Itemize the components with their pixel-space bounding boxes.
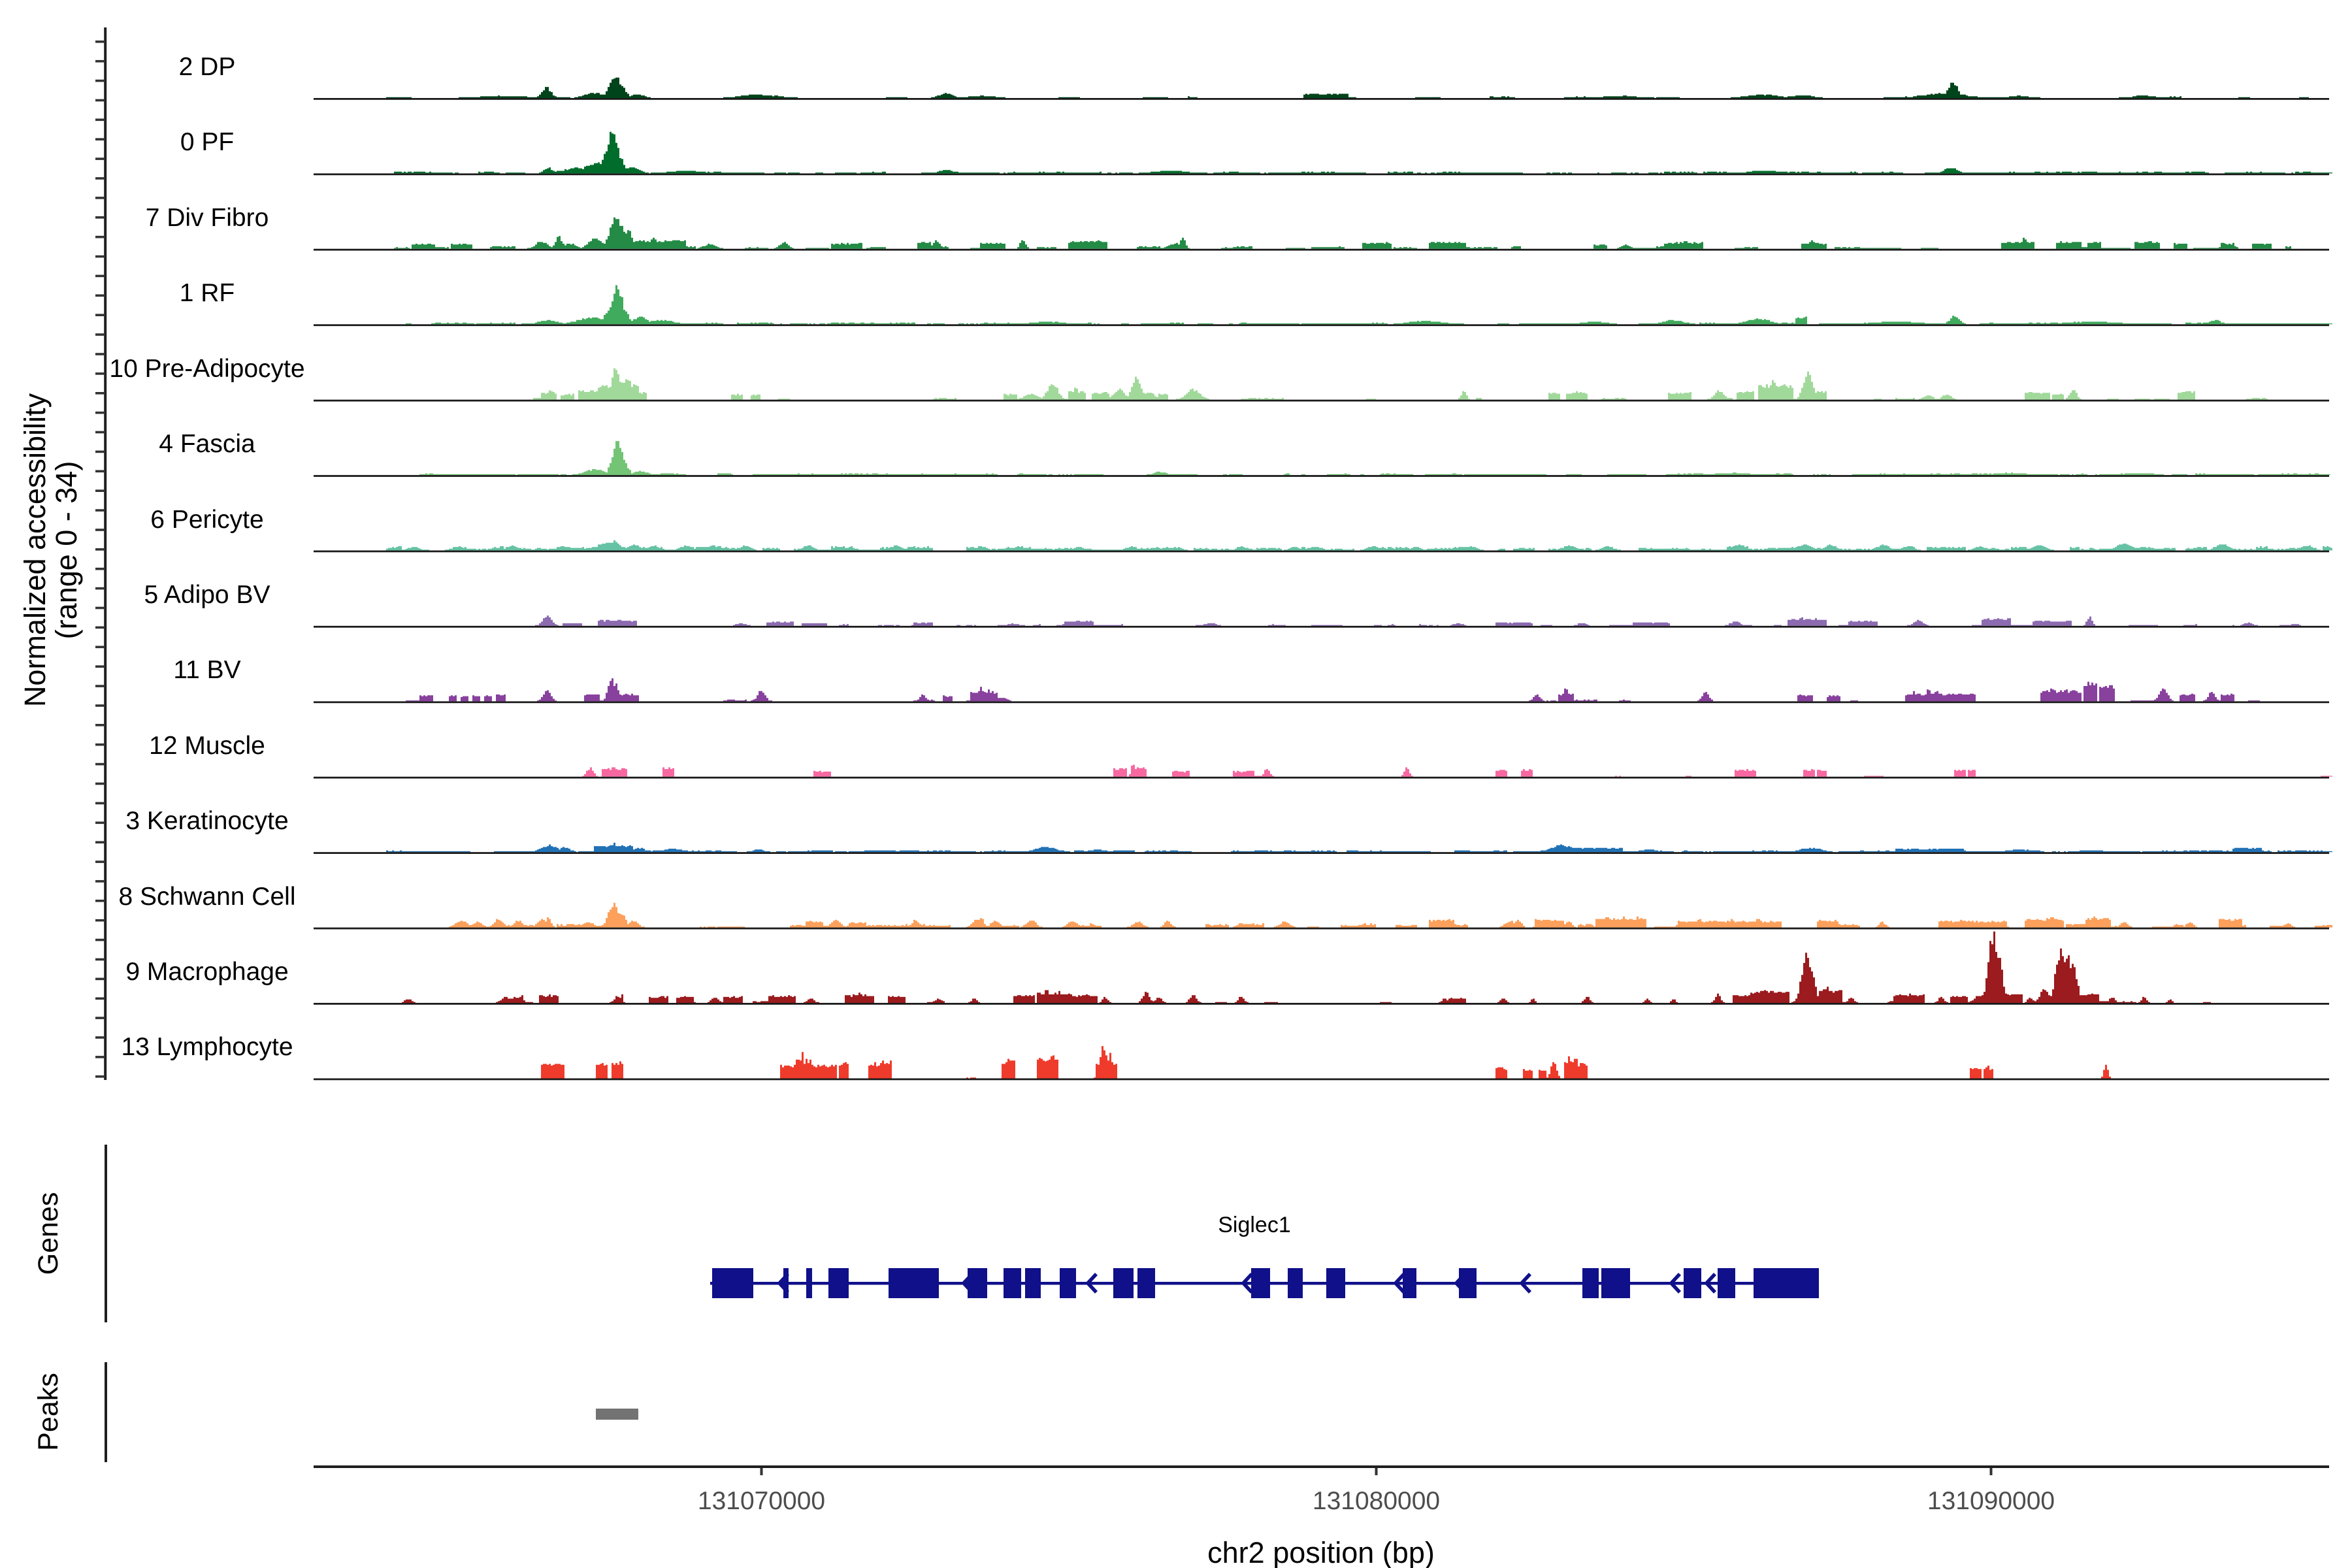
svg-text:9 Macrophage: 9 Macrophage xyxy=(125,958,288,986)
svg-text:13 Lymphocyte: 13 Lymphocyte xyxy=(121,1033,293,1061)
svg-text:6 Pericyte: 6 Pericyte xyxy=(150,506,263,534)
svg-text:Genes: Genes xyxy=(33,1192,64,1275)
svg-text:3 Keratinocyte: 3 Keratinocyte xyxy=(125,807,288,835)
svg-text:131090000: 131090000 xyxy=(1927,1487,2055,1515)
svg-text:Peaks: Peaks xyxy=(33,1373,64,1451)
svg-text:1 RF: 1 RF xyxy=(180,279,235,307)
svg-text:0 PF: 0 PF xyxy=(180,128,234,156)
svg-text:4 Fascia: 4 Fascia xyxy=(159,430,255,458)
svg-text:2 DP: 2 DP xyxy=(179,53,236,81)
svg-text:10 Pre-Adipocyte: 10 Pre-Adipocyte xyxy=(109,355,304,383)
svg-text:7 Div Fibro: 7 Div Fibro xyxy=(146,204,269,232)
svg-text:Normalized accessibility: Normalized accessibility xyxy=(18,393,52,707)
svg-text:11 BV: 11 BV xyxy=(173,656,240,684)
svg-text:(range 0 - 34): (range 0 - 34) xyxy=(50,461,83,640)
svg-text:12 Muscle: 12 Muscle xyxy=(149,732,265,760)
svg-text:8 Schwann Cell: 8 Schwann Cell xyxy=(119,883,296,911)
svg-text:Siglec1: Siglec1 xyxy=(1218,1213,1291,1237)
svg-text:131070000: 131070000 xyxy=(698,1487,825,1515)
svg-text:5 Adipo BV: 5 Adipo BV xyxy=(144,581,270,609)
svg-text:131080000: 131080000 xyxy=(1313,1487,1440,1515)
svg-text:chr2 position (bp): chr2 position (bp) xyxy=(1207,1536,1435,1568)
